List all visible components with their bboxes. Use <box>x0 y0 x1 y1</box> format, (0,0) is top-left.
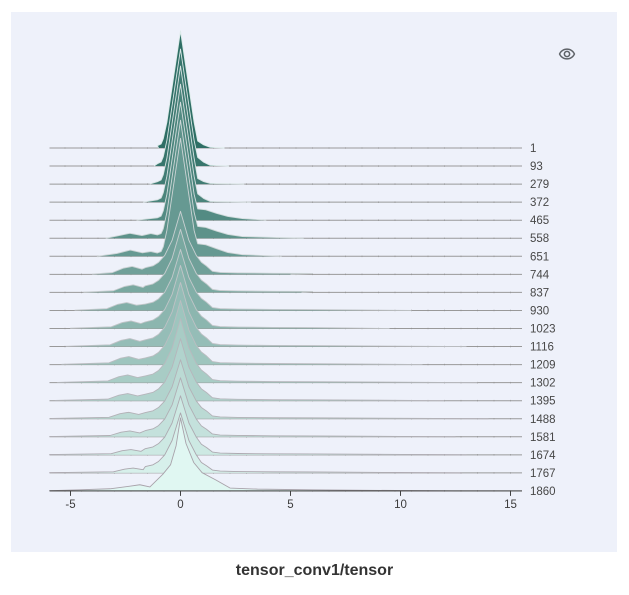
svg-text:-5: -5 <box>65 499 75 511</box>
svg-text:1: 1 <box>530 143 536 155</box>
svg-text:0: 0 <box>177 499 183 511</box>
svg-text:651: 651 <box>530 251 549 263</box>
svg-text:1302: 1302 <box>530 378 556 390</box>
svg-text:15: 15 <box>504 499 517 511</box>
svg-text:1674: 1674 <box>530 450 556 462</box>
svg-text:1860: 1860 <box>530 486 556 498</box>
svg-text:5: 5 <box>287 499 293 511</box>
svg-text:1023: 1023 <box>530 324 556 336</box>
svg-text:1581: 1581 <box>530 432 556 444</box>
svg-text:1395: 1395 <box>530 396 556 408</box>
svg-text:10: 10 <box>394 499 407 511</box>
svg-text:1488: 1488 <box>530 414 556 426</box>
svg-text:372: 372 <box>530 197 549 209</box>
svg-text:tensor_conv1/tensor: tensor_conv1/tensor <box>236 562 393 579</box>
svg-text:837: 837 <box>530 287 549 299</box>
svg-text:558: 558 <box>530 233 549 245</box>
svg-text:744: 744 <box>530 269 550 281</box>
svg-text:930: 930 <box>530 306 549 318</box>
svg-text:1767: 1767 <box>530 468 556 480</box>
svg-text:1116: 1116 <box>530 342 554 354</box>
svg-text:1209: 1209 <box>530 360 556 372</box>
svg-text:465: 465 <box>530 215 549 227</box>
svg-text:279: 279 <box>530 179 549 191</box>
svg-text:93: 93 <box>530 161 543 173</box>
